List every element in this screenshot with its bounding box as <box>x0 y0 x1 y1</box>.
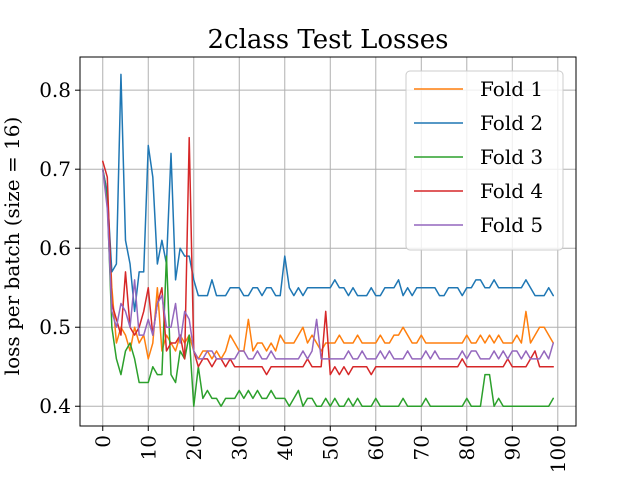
series-line-fold-4 <box>102 136 554 376</box>
series-line-fold-5 <box>102 168 554 360</box>
x-tick-label: 90 <box>500 435 524 460</box>
series-line-fold-3 <box>102 168 554 407</box>
x-tick-label: 100 <box>546 435 570 473</box>
series-line-fold-2 <box>102 73 554 313</box>
y-tick-label: 0.5 <box>39 315 71 339</box>
plot-area-frame <box>79 56 577 427</box>
axis-ticks: 0 10 20 30 40 50 60 70 80 90 100 0.4 0.5 0.6 0.7 0.8 <box>39 78 570 473</box>
x-tick-label: 20 <box>182 435 206 460</box>
legend-label-fold-4: Fold 4 <box>480 179 543 203</box>
x-tick-label: 70 <box>409 435 433 460</box>
legend-label-fold-1: Fold 1 <box>480 77 543 101</box>
y-axis-label: loss per batch (size = 16) <box>0 117 24 376</box>
y-tick-label: 0.7 <box>39 157 71 181</box>
x-tick-label: 50 <box>318 435 342 460</box>
legend-label-fold-3: Fold 3 <box>480 145 543 169</box>
x-tick-label: 0 <box>91 435 115 448</box>
legend: Fold 1 Fold 2 Fold 3 Fold 4 Fold 5 <box>405 70 564 251</box>
x-tick-label: 80 <box>455 435 479 460</box>
y-tick-label: 0.6 <box>39 236 71 260</box>
series-lines <box>102 73 554 407</box>
y-tick-label: 0.8 <box>39 78 71 102</box>
chart-title: 2class Test Losses <box>208 25 449 55</box>
x-tick-label: 30 <box>227 435 251 460</box>
x-tick-label: 10 <box>136 435 160 460</box>
legend-box <box>405 70 564 251</box>
x-tick-label: 40 <box>273 435 297 460</box>
x-tick-label: 60 <box>364 435 388 460</box>
legend-label-fold-2: Fold 2 <box>480 111 543 135</box>
y-tick-label: 0.4 <box>39 394 71 418</box>
legend-label-fold-5: Fold 5 <box>480 213 543 237</box>
